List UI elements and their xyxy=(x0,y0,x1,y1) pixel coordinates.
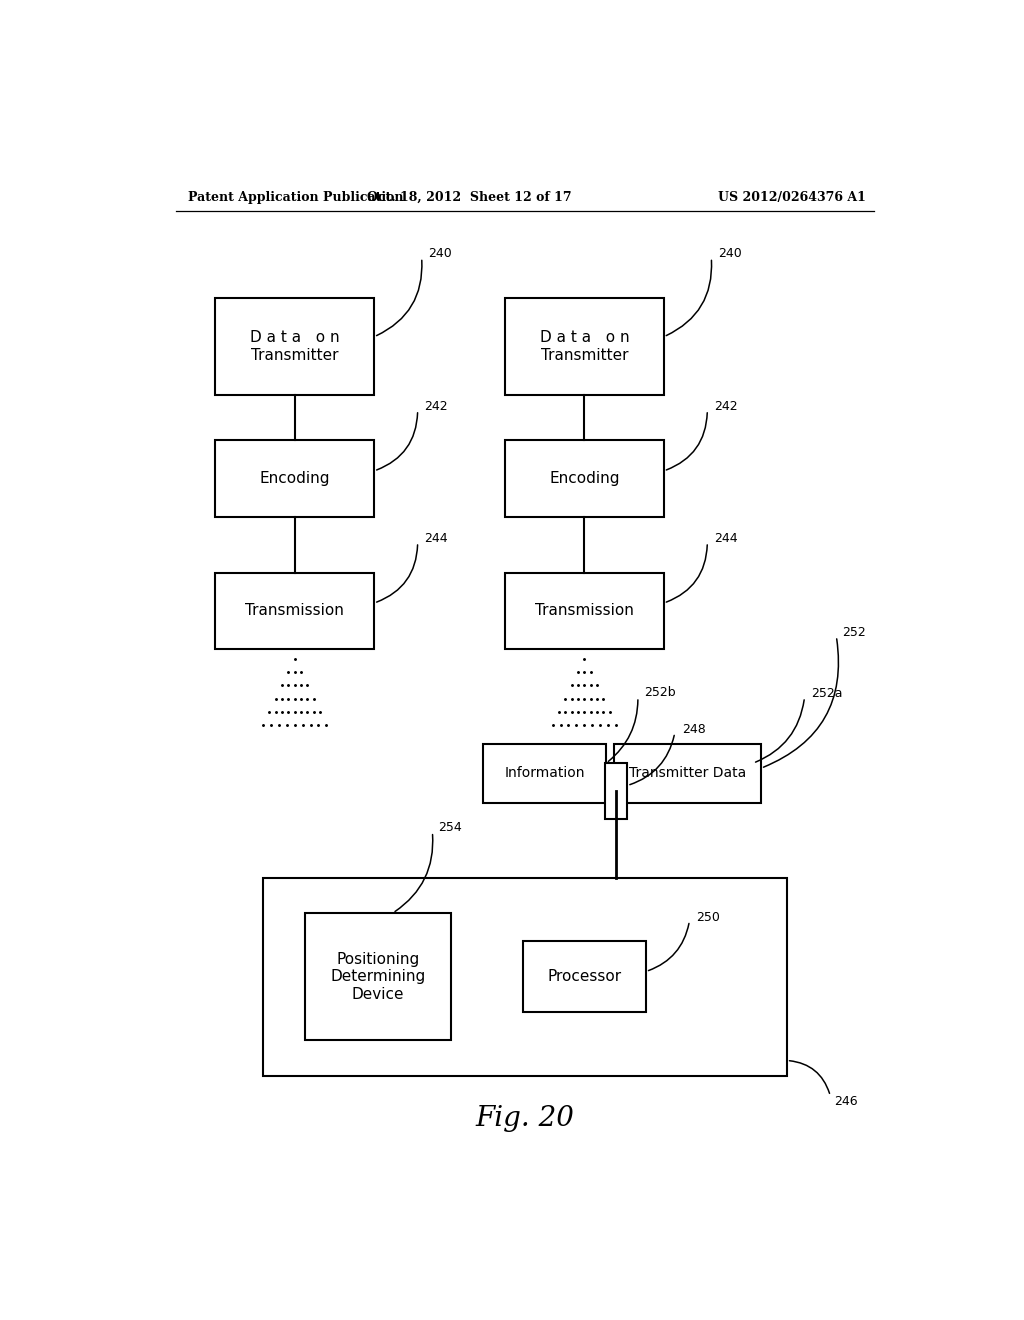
Text: 248: 248 xyxy=(682,723,706,735)
Text: Fig. 20: Fig. 20 xyxy=(475,1105,574,1133)
Text: 242: 242 xyxy=(424,400,447,413)
Text: US 2012/0264376 A1: US 2012/0264376 A1 xyxy=(718,190,866,203)
Text: 254: 254 xyxy=(438,821,462,834)
Text: Oct. 18, 2012  Sheet 12 of 17: Oct. 18, 2012 Sheet 12 of 17 xyxy=(367,190,571,203)
Text: D a t a   o n
Transmitter: D a t a o n Transmitter xyxy=(250,330,340,363)
Bar xyxy=(605,763,627,818)
Bar xyxy=(505,573,664,649)
Text: 242: 242 xyxy=(714,400,737,413)
Text: D a t a   o n
Transmitter: D a t a o n Transmitter xyxy=(540,330,629,363)
Text: Positioning
Determining
Device: Positioning Determining Device xyxy=(331,952,426,1002)
Bar xyxy=(215,441,374,516)
Text: Transmission: Transmission xyxy=(535,603,634,618)
Text: 250: 250 xyxy=(696,911,720,924)
Bar xyxy=(505,298,664,395)
Text: 244: 244 xyxy=(424,532,447,545)
Text: Information: Information xyxy=(505,767,585,780)
Text: Transmitter Data: Transmitter Data xyxy=(629,767,746,780)
Bar xyxy=(505,441,664,516)
Text: 240: 240 xyxy=(428,247,452,260)
Bar xyxy=(304,913,452,1040)
Text: Processor: Processor xyxy=(547,969,622,985)
Text: 240: 240 xyxy=(718,247,741,260)
Text: 252: 252 xyxy=(843,626,866,639)
Bar xyxy=(215,573,374,649)
Text: 246: 246 xyxy=(835,1094,858,1107)
Text: 244: 244 xyxy=(714,532,737,545)
Text: Encoding: Encoding xyxy=(549,471,620,486)
Text: Encoding: Encoding xyxy=(259,471,330,486)
Text: Patent Application Publication: Patent Application Publication xyxy=(187,190,403,203)
Bar xyxy=(523,941,646,1012)
Bar xyxy=(483,744,606,803)
Text: 252a: 252a xyxy=(811,686,843,700)
Bar xyxy=(215,298,374,395)
Bar xyxy=(614,744,761,803)
Bar xyxy=(263,878,786,1076)
Text: Transmission: Transmission xyxy=(245,603,344,618)
Text: 252b: 252b xyxy=(644,686,676,700)
